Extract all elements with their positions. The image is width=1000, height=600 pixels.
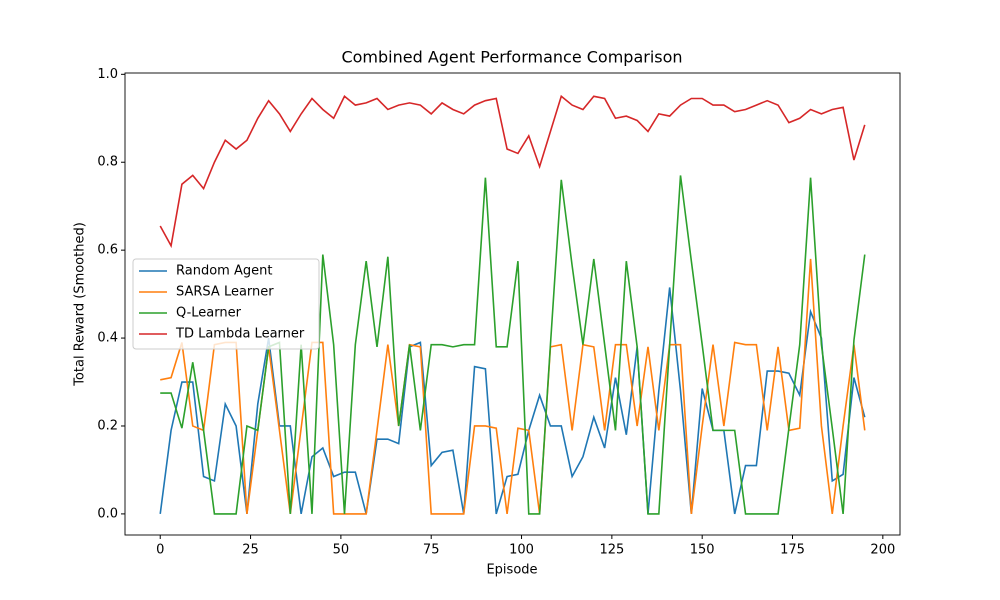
x-tick-label: 150 [690,543,715,558]
x-tick-label: 100 [509,543,534,558]
x-tick-label: 125 [599,543,624,558]
y-tick-label: 0.0 [97,506,118,521]
legend-label: SARSA Learner [176,285,274,300]
y-tick-label: 0.2 [97,418,118,433]
x-tick-label: 25 [242,543,259,558]
y-tick-label: 1.0 [97,67,118,82]
x-tick-label: 75 [423,543,440,558]
legend-label: TD Lambda Learner [175,327,305,342]
chart-title: Combined Agent Performance Comparison [341,48,682,67]
x-axis-label: Episode [486,563,537,578]
legend-box [132,258,320,350]
plot-frame [124,72,901,536]
legend-label: Random Agent [176,264,272,279]
y-axis-label: Total Reward (Smoothed) [73,222,88,387]
y-tick-label: 0.4 [97,331,118,346]
series-line [160,258,866,515]
x-tick-label: 0 [156,543,164,558]
series-line [159,94,866,249]
y-tick-label: 0.8 [97,155,118,170]
x-tick-label: 50 [333,543,350,558]
legend-label: Q-Learner [176,306,242,321]
y-tick-label: 0.6 [97,243,118,258]
x-tick-label: 200 [870,543,895,558]
x-tick-label: 175 [780,543,805,558]
